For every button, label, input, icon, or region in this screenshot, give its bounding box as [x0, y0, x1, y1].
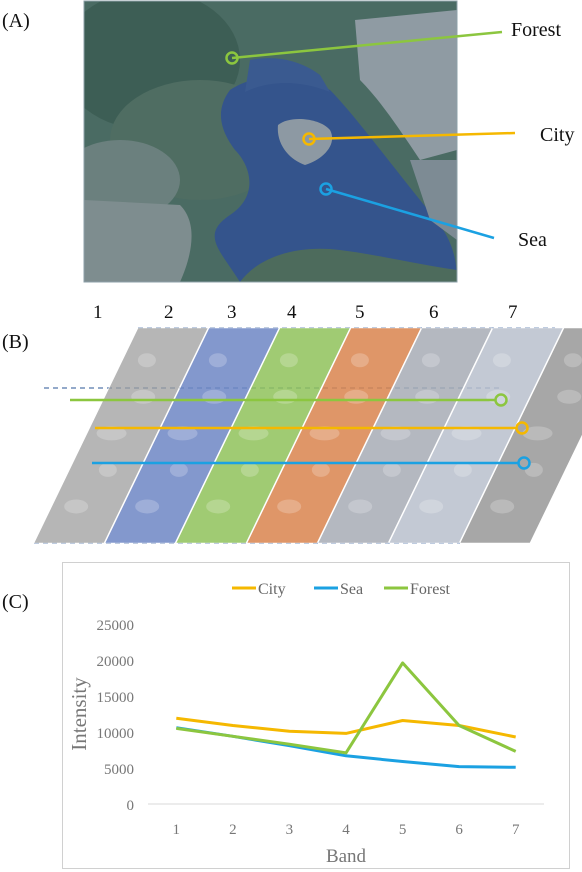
x-tick-label: 5 [399, 822, 407, 838]
line-chart: City Sea Forest 0500010000150002000025000 … [62, 562, 570, 869]
band-layer-6 [388, 327, 564, 544]
forest-callout-line [231, 30, 503, 60]
sea-callout-line [325, 187, 495, 240]
band-number-5: 5 [355, 302, 365, 323]
band-stack [33, 327, 582, 544]
sea-label: Sea [518, 229, 547, 251]
panel-label-a: (A) [2, 10, 30, 32]
band-number-6: 6 [429, 302, 439, 323]
forest-label: Forest [511, 19, 561, 41]
band-layer-7 [459, 327, 582, 544]
y-tick-label: 15000 [97, 690, 135, 706]
y-tick-label: 10000 [97, 726, 135, 742]
legend-label-sea: Sea [340, 581, 363, 598]
band-number-7: 7 [508, 302, 518, 323]
band-layer-3 [175, 327, 351, 544]
forest-band-marker [494, 393, 508, 407]
y-tick-label: 25000 [97, 618, 135, 634]
chart-frame [62, 562, 570, 869]
sea-marker [319, 182, 333, 196]
band-layer-1 [33, 327, 209, 544]
band-layer-5 [317, 327, 493, 544]
x-tick-label: 4 [342, 822, 350, 838]
band-number-3: 3 [227, 302, 237, 323]
x-tick-label: 7 [512, 822, 520, 838]
x-tick-label: 1 [173, 822, 181, 838]
legend-label-forest: Forest [410, 581, 451, 598]
y-tick-label: 5000 [104, 762, 134, 778]
legend-label-city: City [258, 581, 286, 598]
x-tick-label: 3 [286, 822, 294, 838]
panel-label-c: (C) [2, 591, 29, 613]
y-axis-label: Intensity [67, 677, 91, 751]
panel-label-b: (B) [2, 331, 29, 353]
city-callout-line [308, 131, 516, 141]
city-marker [302, 132, 316, 146]
satellite-panel [83, 0, 516, 283]
sea-band-marker [517, 456, 531, 470]
y-tick-label: 20000 [97, 654, 135, 670]
x-tick-label: 6 [455, 822, 463, 838]
series-line-forest [176, 661, 517, 755]
x-axis-label: Band [326, 846, 367, 867]
band-number-4: 4 [287, 302, 297, 323]
forest-marker [225, 51, 239, 65]
band-number-2: 2 [164, 302, 174, 323]
y-tick-label: 0 [127, 798, 135, 814]
city-band-marker [515, 421, 529, 435]
band-number-1: 1 [93, 302, 103, 323]
x-tick-label: 2 [229, 822, 237, 838]
city-label: City [540, 124, 575, 146]
satellite-image [84, 1, 457, 282]
